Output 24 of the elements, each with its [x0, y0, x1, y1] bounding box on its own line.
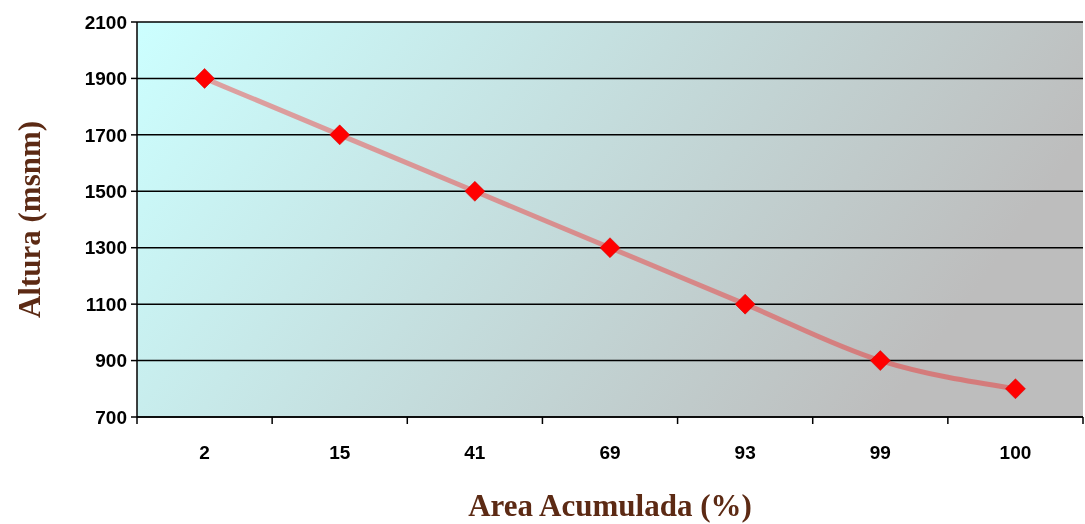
x-axis-title: Area Acumulada (%) — [468, 488, 752, 523]
y-tick-label: 700 — [95, 406, 127, 428]
y-tick-label: 1700 — [84, 124, 127, 146]
x-tick-label: 93 — [734, 442, 756, 463]
y-axis-title: Altura (msnm) — [12, 120, 47, 319]
x-tick-label: 41 — [464, 442, 486, 463]
point — [870, 350, 891, 371]
x-tick-label: 15 — [329, 442, 351, 463]
point — [464, 181, 486, 202]
point — [329, 124, 350, 146]
point — [734, 293, 756, 315]
point — [599, 237, 621, 258]
y-tick-label: 1100 — [85, 293, 127, 315]
y-tick-label: 2100 — [84, 11, 127, 33]
x-tick-label: 2 — [199, 442, 210, 463]
y-tick-label: 1500 — [84, 180, 127, 202]
point — [194, 68, 215, 89]
point — [1005, 378, 1026, 400]
x-tick-label: 99 — [869, 442, 891, 463]
y-tick-label: 1900 — [84, 68, 127, 90]
x-tick-label: 69 — [599, 442, 621, 463]
x-tick-label: 100 — [999, 442, 1032, 463]
y-tick-label: 1300 — [84, 237, 127, 259]
y-tick-label: 900 — [95, 350, 127, 372]
